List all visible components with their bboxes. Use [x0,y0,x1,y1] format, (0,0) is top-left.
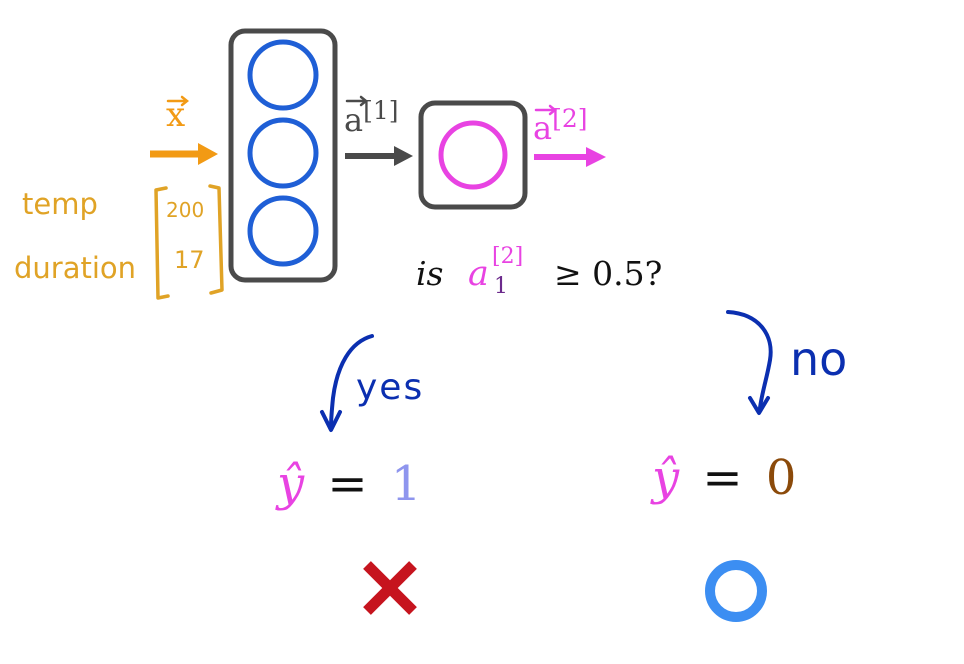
output-neuron [438,120,508,190]
wrong-x-icon [363,561,417,615]
hidden-activation-label: a[1] [344,96,399,139]
question-prefix: is [416,254,444,293]
question-superscript: [2] [492,244,524,269]
yes-branch-arrow [320,334,374,432]
vector-arrow-icon [166,95,558,116]
output-activation-label: a[2] [533,104,588,147]
feature-value-temp: 200 [166,198,205,222]
question-var: a [468,254,489,294]
threshold-question: is a [2] 1 ≥ 0.5? [416,244,716,308]
output-arrow [534,147,606,167]
hidden-neuron-2 [247,117,319,189]
equals-sign: = [327,456,368,512]
question-comparison: ≥ 0.5? [554,254,663,293]
input-label: x [166,95,186,135]
feature-vector-brackets [154,184,224,300]
hidden-neuron-1 [247,39,319,111]
feature-name-duration: duration [14,251,137,285]
yhat-symbol: ŷ [277,456,305,512]
question-subscript: 1 [494,274,508,299]
prediction-no: ŷ = 0 [652,454,796,502]
feature-value-duration: 17 [174,246,205,274]
hidden-output-arrow [345,146,413,166]
no-label: no [790,332,848,386]
hidden-layer-box [228,28,338,283]
correct-circle-icon [705,560,767,622]
no-branch-arrow [726,310,773,415]
prediction-yes: ŷ = 1 [277,460,421,508]
prediction-value-zero: 0 [765,450,797,506]
equals-sign: = [702,450,743,506]
yhat-symbol: ŷ [652,450,680,506]
prediction-value-one: 1 [390,456,422,512]
feature-name-temp: temp [22,187,98,221]
input-arrow [150,143,218,165]
hidden-neuron-3 [247,195,319,267]
yes-label: yes [356,367,425,408]
output-layer-box [418,100,528,210]
